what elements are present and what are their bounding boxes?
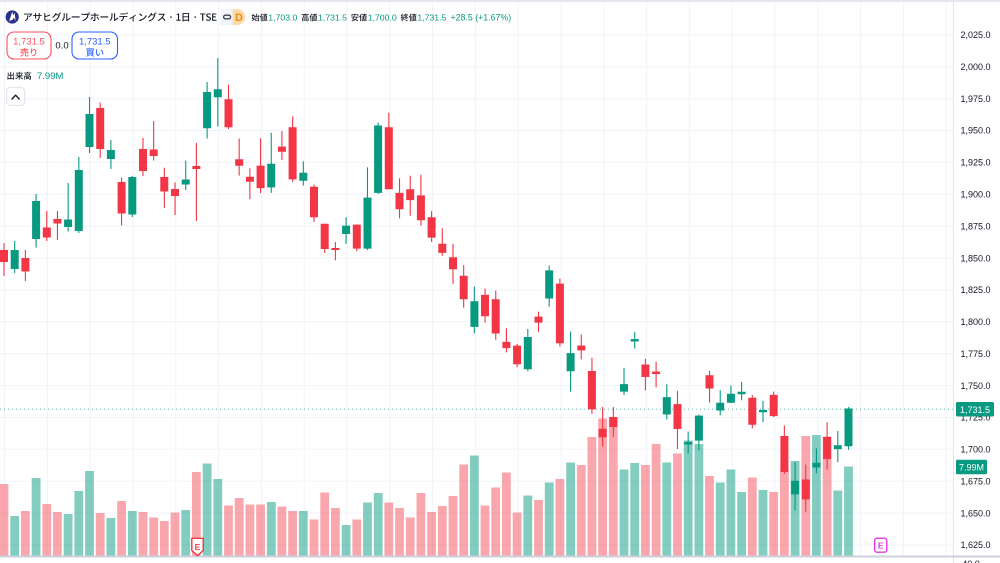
svg-text:1,731.5: 1,731.5 [417,13,446,23]
svg-text:1,800.0: 1,800.0 [960,317,990,327]
svg-text:1,875.0: 1,875.0 [960,221,990,231]
svg-text:1,750.0: 1,750.0 [960,381,990,391]
svg-text:1,950.0: 1,950.0 [960,126,990,136]
svg-text:1,775.0: 1,775.0 [960,349,990,359]
svg-text:1,675.0: 1,675.0 [960,476,990,486]
svg-text:1,731.5: 1,731.5 [318,13,347,23]
svg-text:+28.5 (+1.67%): +28.5 (+1.67%) [451,13,512,23]
svg-text:1,731.5: 1,731.5 [960,405,990,415]
svg-text:E: E [195,542,201,552]
svg-text:1,850.0: 1,850.0 [960,253,990,263]
svg-text:1,700.0: 1,700.0 [960,445,990,455]
svg-text:1,975.0: 1,975.0 [960,94,990,104]
svg-text:2,025.0: 2,025.0 [960,30,990,40]
svg-text:1,900.0: 1,900.0 [960,190,990,200]
svg-text:D: D [235,12,243,24]
svg-text:1,700.0: 1,700.0 [368,13,397,23]
svg-text:7.99M: 7.99M [37,71,63,82]
svg-text:1,731.5: 1,731.5 [79,36,111,47]
svg-text:1,703.0: 1,703.0 [268,13,297,23]
svg-text:1,731.5: 1,731.5 [13,36,45,47]
svg-text:E: E [878,541,884,551]
svg-text:1,825.0: 1,825.0 [960,285,990,295]
svg-text:1,625.0: 1,625.0 [960,540,990,550]
svg-text:1,925.0: 1,925.0 [960,158,990,168]
svg-text:1,725.0: 1,725.0 [960,413,990,423]
svg-text:7.99M: 7.99M [959,463,984,473]
svg-text:40.0: 40.0 [962,559,980,563]
svg-text:1,650.0: 1,650.0 [960,508,990,518]
svg-text:2,000.0: 2,000.0 [960,62,990,72]
svg-text:0.0: 0.0 [55,40,68,51]
